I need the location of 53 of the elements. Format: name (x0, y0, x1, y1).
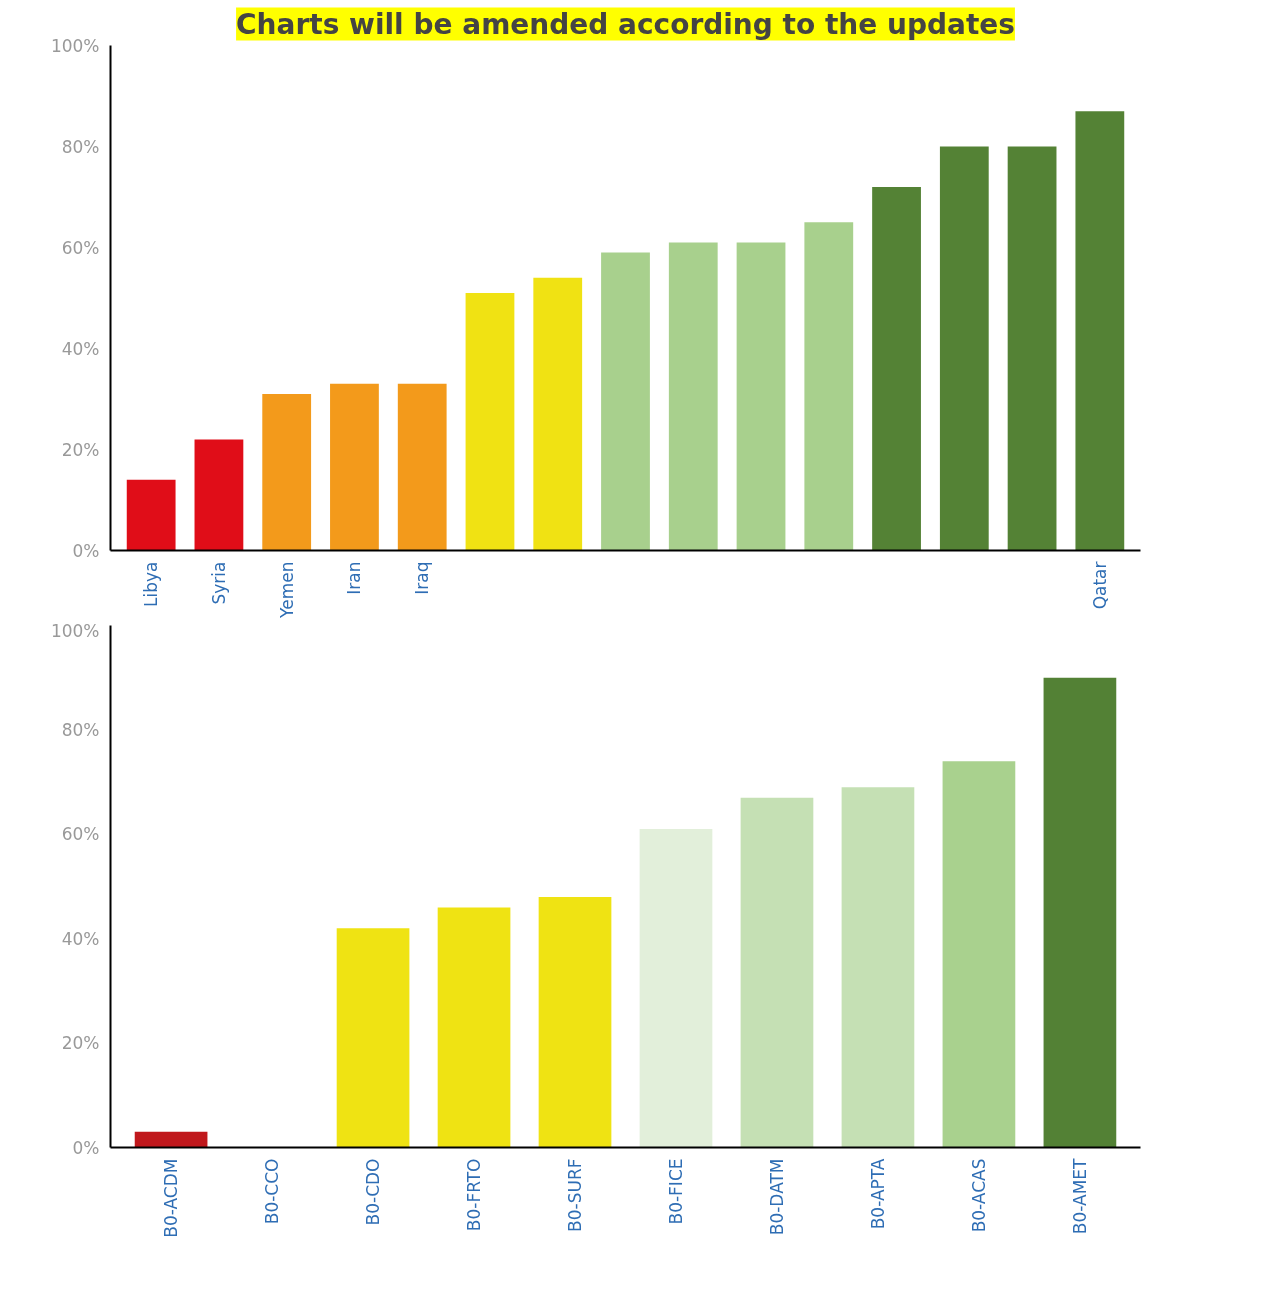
y-tick-label: 60% (61, 824, 100, 845)
text: Charts will be amended according to the updates (236, 7, 1015, 41)
x-tick-label: Iran (344, 561, 365, 595)
bar (872, 186, 921, 551)
y-tick-label: 80% (61, 136, 100, 157)
y-tick-label: 80% (61, 719, 100, 740)
y-tick-label: 0% (72, 540, 100, 561)
y-tick-label: 20% (61, 439, 100, 460)
bar (740, 797, 814, 1148)
y-tick-label: 20% (61, 1033, 100, 1054)
bar (465, 292, 515, 551)
x-tick-label: B0-APTA (867, 1158, 888, 1230)
y-tick-label: 100% (50, 35, 100, 56)
bar (942, 761, 1016, 1148)
bar (126, 479, 176, 551)
bar (437, 907, 511, 1148)
bar (336, 928, 410, 1148)
x-tick-label: Syria (208, 561, 229, 605)
x-tick-label: B0-DATM (766, 1158, 787, 1236)
x-tick-label: Yemen (276, 561, 297, 619)
x-tick-label: B0-SURF (565, 1158, 586, 1232)
y-tick-label: 40% (61, 338, 100, 359)
bar (601, 252, 650, 551)
x-tick-label: B0-CCO (262, 1158, 283, 1225)
y-tick-label: 40% (61, 928, 100, 949)
bar (397, 383, 447, 551)
bar (134, 1131, 208, 1148)
bar (1043, 677, 1117, 1148)
x-tick-label: B0-ACDM (161, 1158, 182, 1238)
y-tick-label: 0% (72, 1137, 100, 1158)
x-tick-label: B0-CDO (363, 1158, 384, 1226)
bar (194, 439, 244, 551)
x-tick-label: B0-AMET (1069, 1157, 1090, 1235)
x-tick-label: Libya (141, 561, 162, 607)
bar (736, 242, 786, 551)
bar (330, 383, 379, 551)
bar (939, 146, 989, 551)
bar (1007, 146, 1057, 551)
y-tick-label: 100% (50, 620, 100, 641)
bar (538, 896, 612, 1148)
x-tick-label: B0-FRTO (464, 1158, 485, 1232)
bar (804, 222, 854, 551)
bar (841, 787, 915, 1148)
bar (1075, 111, 1125, 551)
x-tick-label: B0-ACAS (968, 1158, 989, 1233)
x-tick-label: Iraq (412, 561, 433, 595)
x-tick-label: Qatar (1089, 561, 1110, 610)
bar (533, 277, 583, 551)
bar (668, 242, 718, 551)
y-tick-label: 60% (61, 237, 100, 258)
x-tick-label: B0-FICE (665, 1158, 686, 1225)
bar (639, 829, 713, 1148)
bar (262, 393, 312, 551)
